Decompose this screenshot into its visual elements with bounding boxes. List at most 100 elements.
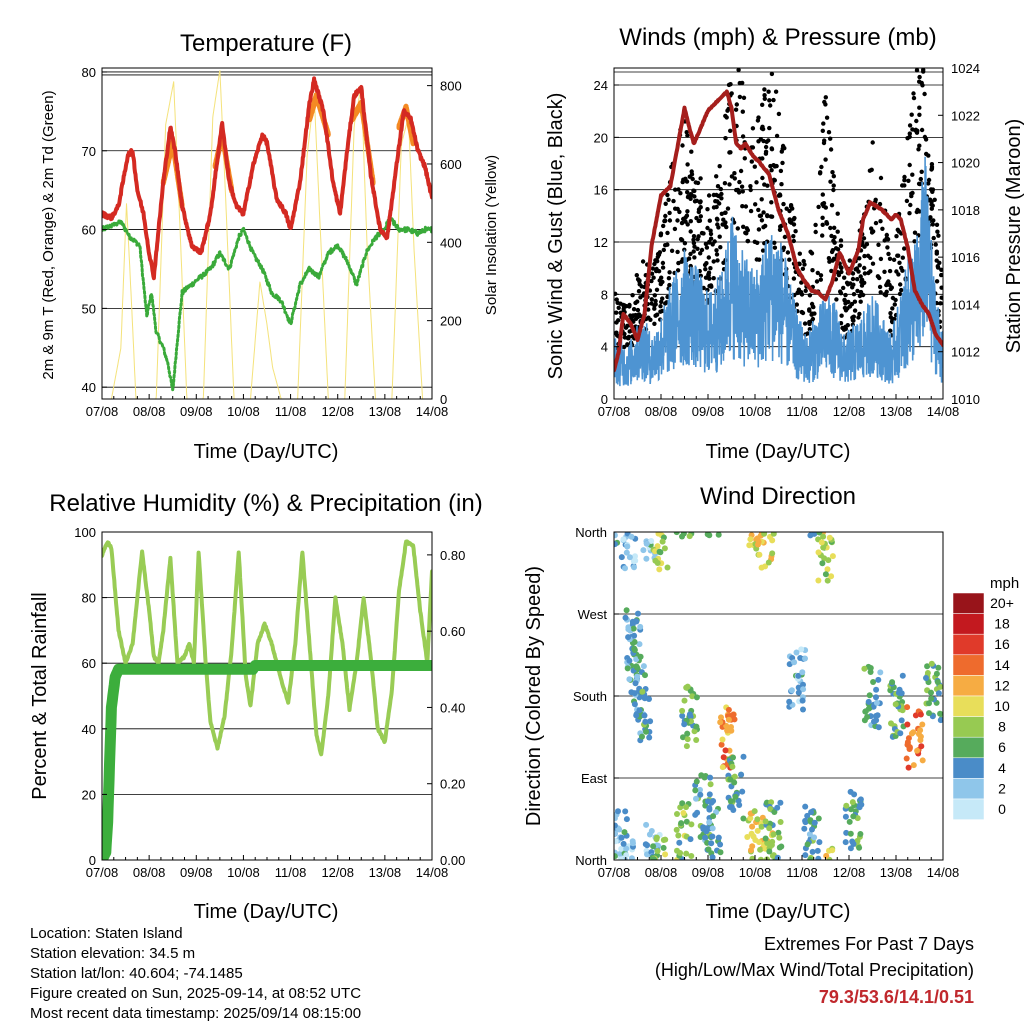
direction-point — [848, 806, 854, 813]
direction-point — [770, 532, 777, 537]
direction-point — [618, 856, 625, 860]
direction-point — [620, 536, 627, 543]
legend-label: 20+ — [990, 595, 1014, 611]
gust-point — [684, 213, 690, 218]
gust-point — [857, 263, 862, 268]
gust-point — [802, 262, 807, 267]
gust-point — [931, 235, 936, 241]
gust-point — [636, 312, 641, 318]
gust-point — [818, 273, 824, 278]
direction-point — [694, 809, 701, 816]
gust-point — [653, 313, 658, 318]
gust-point — [891, 257, 897, 262]
direction-point — [718, 741, 725, 748]
direction-point — [774, 804, 781, 811]
direction-point — [861, 717, 868, 724]
gust-point — [922, 6, 926, 10]
gust-point — [801, 258, 806, 264]
x-tick-label: 10/08 — [227, 404, 260, 419]
direction-point — [774, 854, 781, 860]
temperature-panel: Temperature (F) 07/08 08/08 09/08 10/08 11/0… — [40, 30, 500, 463]
direction-point — [623, 607, 630, 614]
direction-point — [808, 809, 815, 816]
direction-point — [777, 819, 784, 825]
y-tick-label: 20 — [82, 787, 96, 802]
gust-point — [924, 58, 928, 62]
gust-point — [888, 328, 893, 333]
extremes-subtitle: (High/Low/Max Wind/Total Precipitation) — [654, 960, 974, 980]
y-tick-label: 50 — [82, 301, 96, 316]
gust-point — [717, 164, 722, 169]
gust-point — [813, 222, 818, 228]
direction-point — [804, 812, 811, 819]
gust-point — [711, 259, 716, 264]
gust-point — [622, 344, 627, 350]
gust-point — [625, 323, 630, 328]
gust-point — [875, 274, 881, 279]
gust-point — [688, 251, 693, 257]
gust-point — [673, 206, 678, 211]
y-tick-label: 0 — [601, 392, 608, 407]
gust-point — [892, 316, 897, 322]
direction-point — [809, 826, 815, 833]
direction-point — [764, 840, 771, 846]
gust-point — [791, 234, 796, 239]
gust-point — [841, 327, 847, 332]
direction-point — [615, 808, 621, 815]
legend-swatches: 20+ 18 16 14 12 10 8 6 4 2 0 — [952, 592, 1014, 820]
gust-point — [834, 297, 839, 302]
dewpoint-2m-line — [102, 214, 432, 392]
direction-point — [749, 823, 756, 830]
gust-point — [723, 136, 728, 141]
direction-point — [731, 773, 738, 780]
gust-point — [835, 211, 840, 216]
gust-point — [829, 268, 834, 274]
gust-point — [819, 164, 824, 170]
direction-point — [676, 839, 683, 846]
gust-point — [833, 246, 839, 251]
y-tick-label: 60 — [82, 656, 96, 671]
gust-point — [870, 140, 875, 145]
direction-point — [689, 693, 696, 700]
gust-point — [777, 192, 783, 197]
gust-point — [630, 293, 635, 298]
direction-point — [847, 830, 854, 837]
direction-point — [646, 734, 653, 741]
gust-point — [829, 203, 835, 208]
x-tick-label: 12/08 — [833, 865, 866, 880]
axes-frame: 07/08 08/08 09/08 10/08 11/08 12/08 13/08 14/08… — [594, 61, 980, 419]
gust-point — [828, 225, 833, 231]
gust-point — [718, 245, 723, 250]
gust-point — [734, 102, 739, 107]
direction-point — [730, 711, 737, 718]
humidity-left-axis-label: Percent & Total Rainfall — [29, 592, 51, 800]
direction-panel: Wind Direction 07/08 08/08 09/08 10/08 11/08… — [523, 483, 959, 923]
gust-point — [856, 315, 861, 320]
gust-point — [897, 291, 903, 297]
direction-point — [815, 815, 822, 822]
gust-point — [616, 318, 621, 323]
total-rainfall-line — [102, 660, 432, 860]
gust-point — [740, 204, 745, 209]
gust-point — [695, 236, 700, 242]
direction-point — [823, 852, 830, 859]
gust-point — [737, 94, 743, 100]
gust-point — [730, 52, 734, 56]
direction-point — [934, 679, 941, 685]
y-tick-label: 80 — [82, 65, 96, 80]
x-tick-label: 13/08 — [369, 865, 402, 880]
gust-point — [744, 226, 749, 231]
gust-point — [649, 271, 655, 276]
gust-point — [762, 87, 767, 92]
direction-point — [802, 655, 808, 662]
station-pressure-line — [614, 89, 943, 373]
gust-point — [729, 174, 735, 179]
y2-tick-label: 200 — [440, 314, 462, 329]
gust-point — [769, 71, 775, 77]
gust-point — [669, 248, 675, 253]
gust-point — [885, 245, 890, 250]
gust-point — [741, 95, 747, 101]
gust-point — [667, 218, 673, 223]
gust-point — [725, 206, 731, 211]
